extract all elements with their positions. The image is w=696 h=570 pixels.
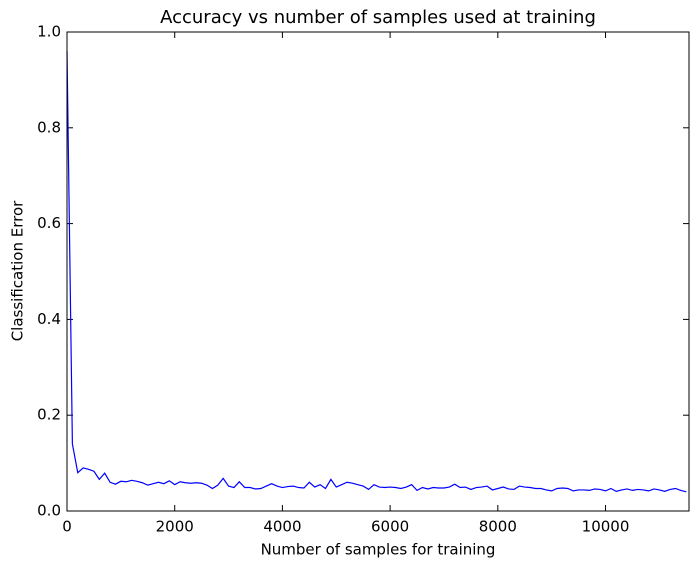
y-axis-label: Classification Error (9, 200, 27, 341)
y-tick-label: 0.8 (37, 118, 61, 136)
chart-title: Accuracy vs number of samples used at tr… (160, 7, 596, 28)
data-line (66, 51, 687, 493)
y-tick-label: 0.0 (37, 502, 61, 520)
y-tick-label: 1.0 (37, 23, 61, 41)
x-tick-label: 4000 (263, 518, 301, 536)
y-tick-label: 0.4 (37, 310, 61, 328)
y-tick-label: 0.2 (37, 406, 61, 424)
plot-frame (66, 31, 690, 512)
x-axis-label: Number of samples for training (261, 541, 496, 559)
y-tick-label: 0.6 (37, 214, 61, 232)
x-tick-label: 10000 (582, 518, 630, 536)
x-tick-label: 8000 (479, 518, 517, 536)
x-tick-label: 2000 (156, 518, 194, 536)
x-tick-label: 0 (62, 518, 72, 536)
x-tick-label: 6000 (371, 518, 409, 536)
